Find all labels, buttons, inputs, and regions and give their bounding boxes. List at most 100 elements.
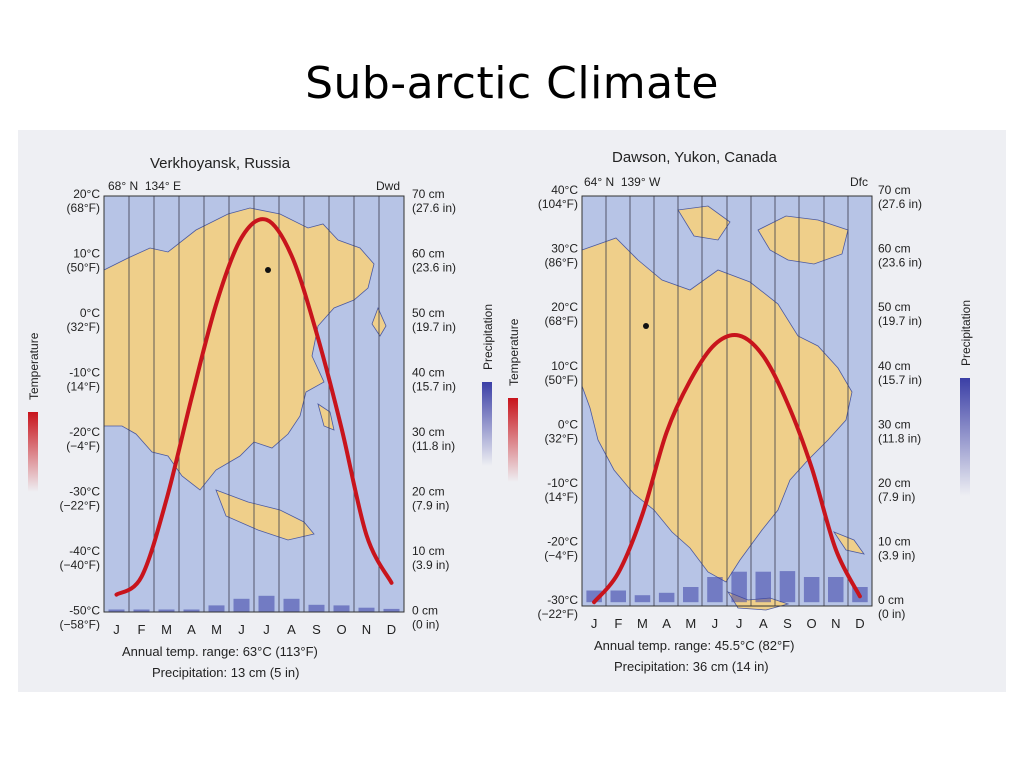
precip-tick-label: 30 cm [412,425,445,439]
month-tick-label: J [263,622,270,637]
month-tick-label: M [685,616,696,631]
month-tick-label: J [591,616,598,631]
temperature-axis-label: Temperature [507,318,521,386]
precip-tick-label-in: (3.9 in) [878,549,915,563]
month-tick-label: J [712,616,719,631]
month-tick-label: A [187,622,196,637]
precipitation-axis-label: Precipitation [959,300,973,366]
temp-tick-label-f: (−22°F) [538,607,578,621]
temp-tick-label: -20°C [69,425,100,439]
chart-dawson: Dawson, Yukon, Canada 64° N 139° W Dfc T… [507,149,973,674]
precipitation-bar [233,598,250,613]
precip-tick-label-in: (23.6 in) [878,256,922,270]
month-tick-label: D [855,616,864,631]
temp-tick-label: -40°C [69,544,100,558]
temp-tick-label: 30°C [551,242,578,256]
month-tick-label: O [336,622,346,637]
temp-tick-label-f: (32°F) [545,431,578,445]
temp-tick-label-f: (50°F) [67,261,100,275]
precip-tick-label: 70 cm [878,183,911,197]
precip-tick-label: 70 cm [412,187,445,201]
temp-tick-label-f: (68°F) [545,314,578,328]
precipitation-bar [183,609,200,613]
temp-tick-label: 10°C [551,359,578,373]
month-tick-label: D [387,622,396,637]
precip-tick-label-in: (7.9 in) [412,499,449,513]
precip-tick-label-in: (15.7 in) [878,373,922,387]
precip-tick-label-in: (19.7 in) [412,320,456,334]
temp-tick-label-f: (−58°F) [60,618,100,632]
temp-tick-label: 0°C [558,417,578,431]
plot-frame [581,195,873,607]
temperature-indicator [28,412,38,492]
temp-tick-label-f: (14°F) [545,490,578,504]
station-marker [643,323,649,329]
month-tick-label: J [736,616,743,631]
precipitation-bar [731,571,747,603]
precip-tick-label: 0 cm [412,604,438,618]
station-marker [265,267,271,273]
precip-tick-label-in: (27.6 in) [878,197,922,211]
month-tick-label: M [161,622,172,637]
temp-tick-label-f: (−4°F) [66,439,100,453]
temp-tick-label-f: (−22°F) [60,499,100,513]
month-tick-label: M [637,616,648,631]
temp-tick-label-f: (32°F) [67,320,100,334]
temp-tick-label-f: (14°F) [67,380,100,394]
precip-tick-label: 50 cm [878,300,911,314]
station-title: Dawson, Yukon, Canada [612,149,777,166]
month-tick-label: N [831,616,840,631]
precip-tick-label: 60 cm [412,247,445,261]
precipitation-axis-label: Precipitation [481,304,495,370]
precipitation-bar [133,609,150,613]
station-coords: 68° N 134° E [108,179,181,193]
precipitation-bar [707,577,723,603]
temp-tick-label: -10°C [547,476,578,490]
annual-precipitation: Precipitation: 13 cm (5 in) [152,665,299,680]
precip-tick-label: 0 cm [878,593,904,607]
temperature-line [592,333,862,605]
precip-tick-label: 20 cm [878,476,911,490]
month-tick-label: J [238,622,245,637]
temp-tick-label: -30°C [547,593,578,607]
temp-tick-label-f: (−40°F) [60,558,100,572]
temp-tick-label: -50°C [69,604,100,618]
precip-tick-label: 50 cm [412,306,445,320]
month-tick-label: F [614,616,622,631]
precipitation-bar [779,571,796,603]
precipitation-bar [683,587,699,603]
month-tick-label: S [312,622,321,637]
climograph-panel: Verkhoyansk, Russia 68° N 134° E Dwd Tem… [18,130,1006,692]
month-tick-label: O [807,616,817,631]
precipitation-bar [755,571,771,603]
precip-tick-label: 60 cm [878,242,911,256]
temp-tick-label: -10°C [69,366,100,380]
precip-tick-label-in: (0 in) [878,607,905,621]
precip-tick-label-in: (0 in) [412,618,439,632]
precip-tick-label-in: (11.8 in) [412,439,455,453]
precipitation-bar [308,604,325,613]
precipitation-bar [803,577,820,603]
temperature-line [114,217,394,597]
annual-temp-range: Annual temp. range: 63°C (113°F) [122,644,318,659]
precip-tick-label-in: (27.6 in) [412,201,456,215]
precip-tick-label-in: (3.9 in) [412,558,449,572]
precipitation-indicator [482,382,492,466]
temp-tick-label: 0°C [80,306,100,320]
precipitation-bar [283,598,300,613]
precipitation-bar [610,590,626,603]
temp-tick-label: 20°C [551,300,578,314]
slide-title: Sub-arctic Climate [305,58,719,109]
climate-code: Dfc [850,175,868,189]
month-tick-label: M [211,622,222,637]
precip-tick-label-in: (11.8 in) [878,431,921,445]
precipitation-bar [108,609,125,613]
plot-frame [103,195,405,613]
precip-tick-label: 30 cm [878,417,911,431]
temp-tick-label: 10°C [73,247,100,261]
precip-tick-label-in: (15.7 in) [412,380,456,394]
temp-tick-label: 40°C [551,183,578,197]
month-tick-label: S [783,616,792,631]
precip-tick-label: 20 cm [412,485,445,499]
precipitation-bar [658,592,675,603]
